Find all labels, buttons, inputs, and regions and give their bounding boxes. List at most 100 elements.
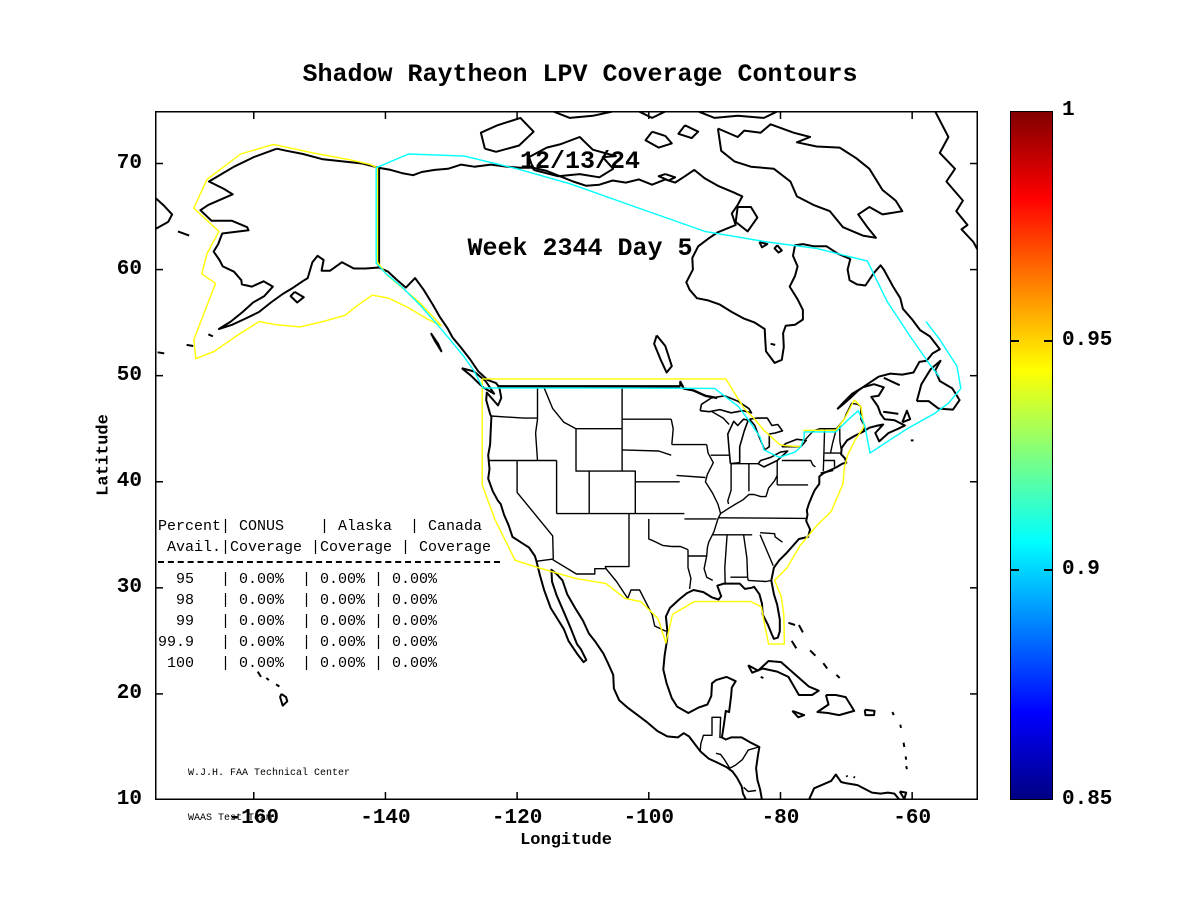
map-layer-states xyxy=(718,517,808,520)
y-tick-label: 60 xyxy=(116,257,142,281)
map-layer-lakes xyxy=(699,394,753,414)
map-layer-coast xyxy=(279,693,289,707)
map-layer-borders xyxy=(679,380,718,400)
map-layer-states xyxy=(748,579,772,583)
plot-frame xyxy=(155,111,978,800)
footer-line2: WAAS Test Team xyxy=(188,813,273,824)
map-layer-states xyxy=(676,474,706,479)
y-tick-label: 10 xyxy=(116,788,142,811)
map-layer-coast xyxy=(289,291,305,304)
title-line1: Shadow Raytheon LPV Coverage Contours xyxy=(302,60,858,89)
map-layer-states xyxy=(711,411,730,425)
map-layer-states xyxy=(715,752,731,769)
map-plot xyxy=(155,111,978,800)
map-layer-coast xyxy=(157,351,165,355)
map-layer-coast xyxy=(186,343,194,347)
table-header-row: Percent| CONUS | Alaska | Canada xyxy=(158,518,483,535)
map-layer-lakes xyxy=(726,418,750,465)
map-layer-coast xyxy=(822,662,829,670)
map-layer-coast xyxy=(770,342,776,346)
map-layer-coast xyxy=(697,111,778,119)
colorbar-tick xyxy=(1044,569,1052,572)
map-layer-states xyxy=(743,786,757,793)
map-layer-coast xyxy=(883,410,899,415)
table-row: 98 | 0.00% | 0.00% | 0.00% xyxy=(158,592,438,609)
map-layer-states xyxy=(742,534,749,581)
table-separator xyxy=(158,561,500,563)
x-tick-label: -160 xyxy=(228,807,279,830)
map-layer-states xyxy=(687,549,692,589)
map-layer-coast xyxy=(747,660,820,696)
y-tick-label: 40 xyxy=(116,469,142,493)
y-tick-label: 70 xyxy=(116,151,142,175)
table-row: 100 | 0.00% | 0.00% | 0.00% xyxy=(158,655,438,672)
map-layer-coast xyxy=(788,621,796,626)
map-layer-coast xyxy=(915,359,961,411)
map-layer-coast xyxy=(276,147,941,800)
map-layer-coast xyxy=(430,332,443,353)
map-layer-lakes xyxy=(757,450,789,468)
colorbar-tick xyxy=(1044,339,1052,342)
map-layer-states xyxy=(534,386,539,461)
availability-table: Percent| CONUS | Alaska | Canada Avail.|… xyxy=(158,516,500,674)
map-layer-coast xyxy=(716,123,904,239)
map-layer-states xyxy=(575,428,636,514)
map-layer-states xyxy=(829,428,838,454)
map-layer-states xyxy=(759,534,774,566)
map-layer-coast xyxy=(773,244,783,254)
map-layer-states xyxy=(542,386,577,430)
y-tick-label: 50 xyxy=(116,363,142,387)
figure-title: Shadow Raytheon LPV Coverage Contours 12… xyxy=(0,2,1160,321)
map-layer-states xyxy=(727,463,732,505)
map-layer-states xyxy=(760,532,783,543)
map-layer-coast xyxy=(275,683,280,688)
y-tick-label: 20 xyxy=(116,681,142,705)
title-line3: Week 2344 Day 5 xyxy=(467,234,693,263)
map-layer-coast xyxy=(891,711,895,716)
map-layer-coast xyxy=(552,111,613,119)
y-tick-label: 30 xyxy=(116,575,142,599)
x-tick-label: -100 xyxy=(623,807,674,830)
map-layer-coast xyxy=(265,677,270,681)
map-layer-states xyxy=(622,449,672,456)
map-layer-coast xyxy=(791,709,806,719)
x-tick-label: -120 xyxy=(491,807,543,830)
map-layer-states xyxy=(536,558,667,632)
table-header-row: Avail.|Coverage |Coverage | Coverage xyxy=(158,539,492,556)
map-layer-coast xyxy=(934,111,978,251)
map-layer-coast xyxy=(644,130,673,149)
map-layer-states xyxy=(490,415,538,419)
footer-credit: W.J.H. FAA Technical Center WAAS Test Te… xyxy=(188,736,350,856)
y-axis-label: Latitude xyxy=(94,414,114,496)
map-layer-coast xyxy=(863,708,876,717)
map-layer-contour_90 xyxy=(375,153,940,378)
map-layer-coast xyxy=(653,334,673,374)
map-layer-coast xyxy=(256,671,262,678)
map-layer-coast xyxy=(177,230,190,237)
map-layer-states xyxy=(670,419,674,445)
map-layer-coast xyxy=(807,773,901,800)
map-layer-lakes xyxy=(748,417,784,451)
x-tick-label: -140 xyxy=(360,807,411,830)
colorbar-label: 0.95 xyxy=(1062,328,1113,352)
map-layer-states xyxy=(648,518,689,551)
map-layer-coast xyxy=(798,624,804,633)
table-row: 99 | 0.00% | 0.00% | 0.00% xyxy=(158,613,438,630)
colorbar-label: 1 xyxy=(1062,99,1075,122)
map-layer-states xyxy=(516,460,554,560)
colorbar-label: 0.85 xyxy=(1062,788,1113,811)
map-layer-coast xyxy=(809,649,817,657)
map-layer-coast xyxy=(901,409,912,424)
map-layer-states xyxy=(839,425,842,450)
colorbar-label: 0.9 xyxy=(1062,558,1100,582)
x-tick-label: -80 xyxy=(761,807,800,830)
map-layer-coast xyxy=(677,124,700,140)
map-layer-coast xyxy=(528,136,617,179)
map-layer-coast xyxy=(852,775,856,779)
map-layer-states xyxy=(729,746,759,769)
map-layer-states xyxy=(822,428,826,472)
map-layer-coast xyxy=(899,724,902,729)
table-row: 95 | 0.00% | 0.00% | 0.00% xyxy=(158,571,438,588)
map-layer-coast xyxy=(758,241,769,249)
